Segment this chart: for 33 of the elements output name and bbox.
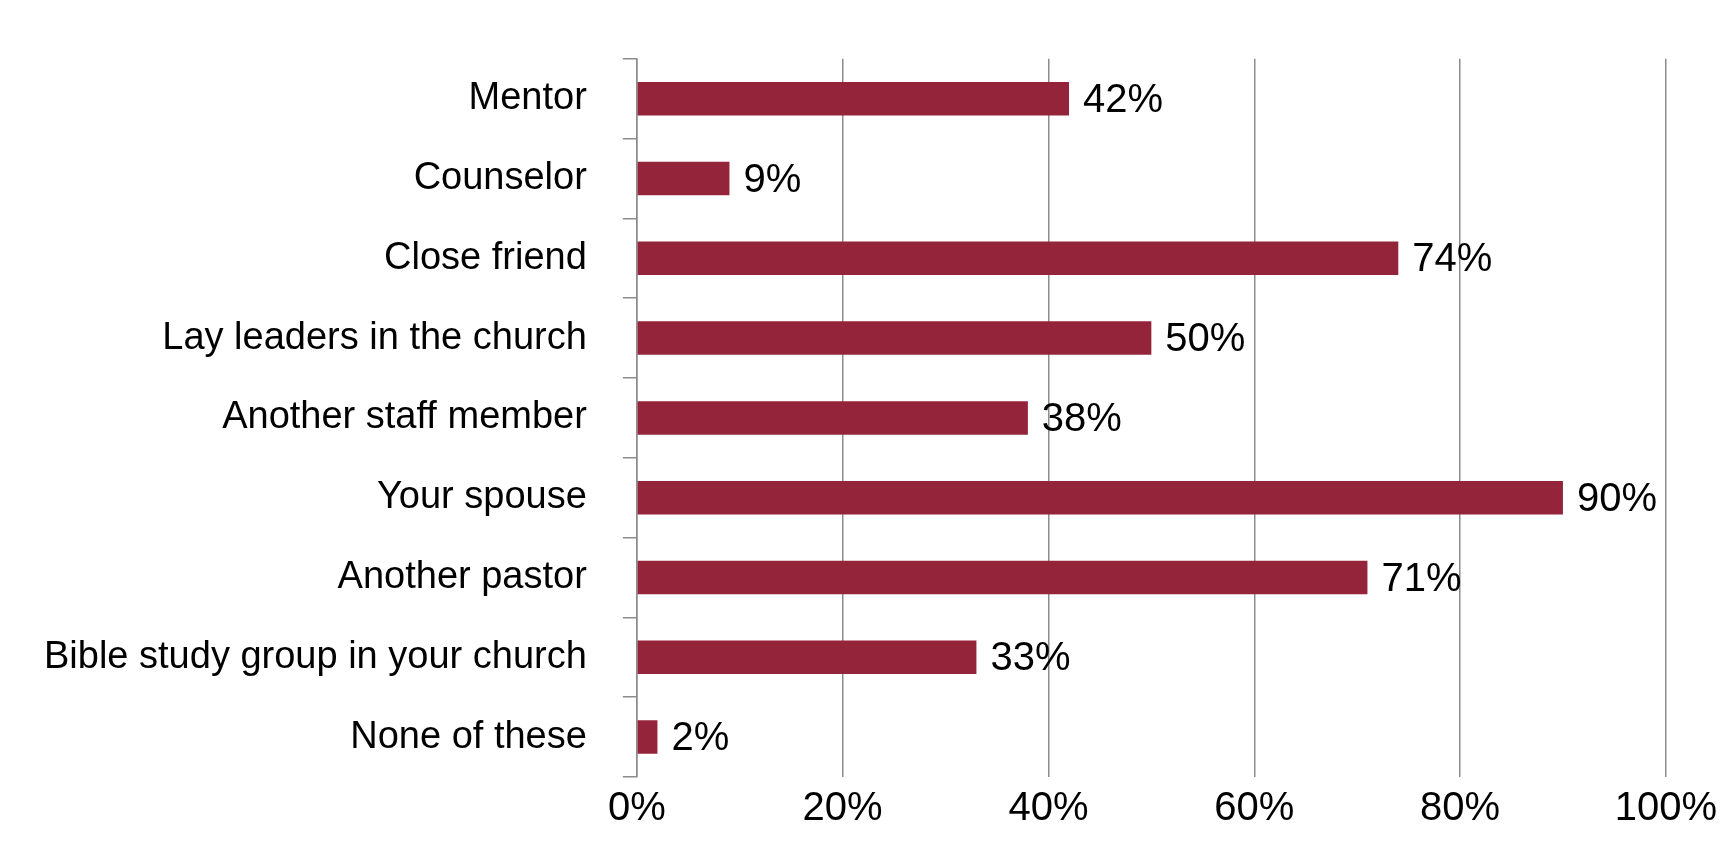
bar	[637, 720, 658, 754]
y-tick-label: Your spouse	[376, 474, 587, 517]
data-label: 50%	[1165, 315, 1246, 360]
x-tick-label: 100%	[1614, 784, 1717, 829]
x-tick-label: 60%	[1214, 784, 1295, 829]
y-tick-label: Another pastor	[337, 553, 588, 596]
x-tick-label: 80%	[1420, 784, 1501, 829]
x-tick-label: 20%	[802, 784, 883, 829]
y-tick-label: None of these	[350, 713, 587, 756]
y-tick-label: Close friend	[384, 234, 587, 277]
y-tick-label: Another staff member	[222, 394, 588, 437]
data-label: 71%	[1381, 554, 1462, 599]
bar	[637, 241, 1399, 276]
data-label: 74%	[1412, 235, 1493, 280]
bar	[637, 401, 1028, 435]
bar	[637, 161, 730, 196]
bar	[637, 480, 1563, 515]
data-label: 42%	[1083, 75, 1164, 120]
x-tick-label: 40%	[1008, 784, 1089, 829]
data-label: 38%	[1041, 394, 1122, 439]
y-tick-label: Bible study group in your church	[44, 633, 587, 676]
bar	[637, 321, 1152, 355]
y-tick-label: Lay leaders in the church	[162, 314, 587, 357]
bar	[637, 640, 977, 675]
bar	[637, 81, 1070, 116]
y-tick-label: Mentor	[468, 75, 588, 118]
y-tick-label: Counselor	[413, 154, 588, 197]
data-label: 33%	[990, 634, 1071, 679]
data-label: 9%	[743, 155, 802, 200]
bar	[637, 560, 1368, 595]
data-label: 90%	[1576, 474, 1658, 519]
data-label: 2%	[671, 714, 730, 759]
x-tick-label: 0%	[607, 784, 666, 829]
